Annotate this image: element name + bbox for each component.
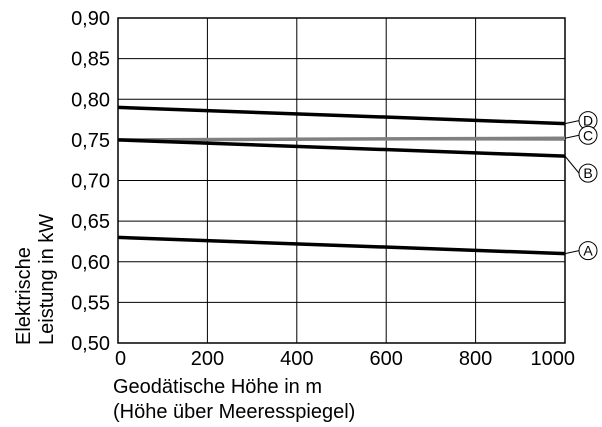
grid-lines xyxy=(117,17,566,344)
y-tick-label: 0,80 xyxy=(71,89,110,111)
y-tick-label: 0,70 xyxy=(71,171,110,193)
x-tick-label: 800 xyxy=(459,348,492,370)
marker-leader-c xyxy=(564,134,580,139)
marker-circle-a xyxy=(578,241,598,261)
series-line-b xyxy=(117,138,566,158)
y-tick-label: 0,85 xyxy=(71,49,110,71)
plot-frame xyxy=(117,17,566,344)
series-label-b: B xyxy=(583,165,592,181)
series-label-d: D xyxy=(583,113,593,129)
y-tick-label: 0,55 xyxy=(71,292,110,314)
y-tick-label: 0,75 xyxy=(71,130,110,152)
y-tick-label: 0,60 xyxy=(71,252,110,274)
marker-leader-b xyxy=(564,155,580,174)
x-tick-label: 1000 xyxy=(531,348,576,370)
x-tick-label: 400 xyxy=(280,348,313,370)
y-tick-label: 0,50 xyxy=(71,333,110,355)
x-axis-label-line2: (Höhe über Meeresspiegel) xyxy=(113,401,355,423)
marker-leader-a xyxy=(564,250,580,255)
x-tick-label: 600 xyxy=(370,348,403,370)
series-label-c: C xyxy=(583,127,593,143)
series-markers: DC B A xyxy=(564,111,598,261)
marker-circle-b xyxy=(578,163,598,183)
series-line-d xyxy=(117,105,566,126)
y-axis-label-line1: Elektrische xyxy=(13,247,35,345)
x-tick-labels: 0 200 400 600 800 1000 xyxy=(115,348,575,370)
series-lines xyxy=(117,105,566,256)
y-tick-label: 0,65 xyxy=(71,211,110,233)
x-axis-label-line1: Geodätische Höhe in m xyxy=(113,376,322,398)
x-tick-label: 200 xyxy=(191,348,224,370)
y-tick-label: 0,90 xyxy=(71,8,110,30)
marker-leader-d xyxy=(564,120,580,125)
marker-circle-c xyxy=(578,125,598,145)
series-line-a xyxy=(117,235,566,256)
series-label-a: A xyxy=(583,243,593,259)
series-line-c xyxy=(117,136,566,142)
x-tick-label: 0 xyxy=(115,348,126,370)
y-tick-labels: 0,50 0,55 0,60 0,65 0,70 0,75 0,80 0,85 0,90 xyxy=(71,8,110,355)
y-axis-label-line2: Leistung in kW xyxy=(36,214,58,345)
